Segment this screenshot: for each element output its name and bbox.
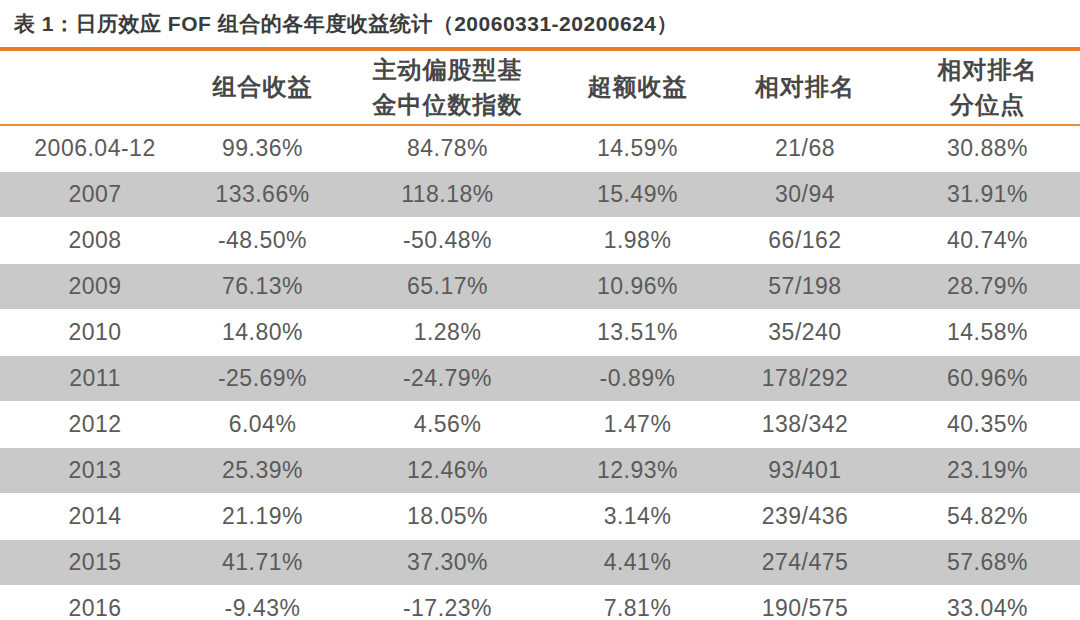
table-row: 2006.04-1299.36%84.78%14.59%21/6830.88%	[0, 125, 1080, 172]
header-row: 组合收益 主动偏股型基 金中位数指数 超额收益 相对排名 相对排名 分位点	[0, 51, 1080, 125]
value-cell: 25.39%	[190, 448, 335, 494]
value-cell: -0.89%	[560, 356, 715, 402]
value-cell: 12.93%	[560, 448, 715, 494]
year-cell: 2009	[0, 264, 190, 310]
value-cell: 14.80%	[190, 310, 335, 356]
table-row: 201014.80%1.28%13.51%35/24014.58%	[0, 310, 1080, 356]
value-cell: 1.28%	[335, 310, 560, 356]
value-cell: 4.41%	[560, 540, 715, 586]
table-body: 2006.04-1299.36%84.78%14.59%21/6830.88%2…	[0, 125, 1080, 620]
value-cell: 239/436	[715, 494, 895, 540]
value-cell: 40.35%	[895, 402, 1080, 448]
value-cell: 18.05%	[335, 494, 560, 540]
value-cell: 37.30%	[335, 540, 560, 586]
value-cell: -9.43%	[190, 586, 335, 620]
value-cell: 118.18%	[335, 172, 560, 218]
column-header-excess-return: 超额收益	[560, 51, 715, 125]
value-cell: 15.49%	[560, 172, 715, 218]
table-row: 2008-48.50%-50.48%1.98%66/16240.74%	[0, 218, 1080, 264]
year-cell: 2013	[0, 448, 190, 494]
table-row: 2007133.66%118.18%15.49%30/9431.91%	[0, 172, 1080, 218]
value-cell: 7.81%	[560, 586, 715, 620]
table-row: 201421.19%18.05%3.14%239/43654.82%	[0, 494, 1080, 540]
value-cell: 13.51%	[560, 310, 715, 356]
year-cell: 2015	[0, 540, 190, 586]
table-row: 20126.04%4.56%1.47%138/34240.35%	[0, 402, 1080, 448]
report-table-figure: 表 1：日历效应 FOF 组合的各年度收益统计（20060331-2020062…	[0, 0, 1080, 620]
year-cell: 2012	[0, 402, 190, 448]
value-cell: 4.56%	[335, 402, 560, 448]
value-cell: 1.47%	[560, 402, 715, 448]
year-cell: 2014	[0, 494, 190, 540]
value-cell: 84.78%	[335, 125, 560, 172]
value-cell: 30/94	[715, 172, 895, 218]
value-cell: 3.14%	[560, 494, 715, 540]
value-cell: 21.19%	[190, 494, 335, 540]
value-cell: 14.58%	[895, 310, 1080, 356]
table-row: 200976.13%65.17%10.96%57/19828.79%	[0, 264, 1080, 310]
value-cell: 33.04%	[895, 586, 1080, 620]
table-row: 2016-9.43%-17.23%7.81%190/57533.04%	[0, 586, 1080, 620]
year-cell: 2016	[0, 586, 190, 620]
year-cell: 2010	[0, 310, 190, 356]
value-cell: 31.91%	[895, 172, 1080, 218]
annual-returns-table: 组合收益 主动偏股型基 金中位数指数 超额收益 相对排名 相对排名 分位点 20…	[0, 51, 1080, 620]
table-title: 表 1：日历效应 FOF 组合的各年度收益统计（20060331-2020062…	[0, 0, 1080, 47]
column-header-relative-rank: 相对排名	[715, 51, 895, 125]
value-cell: 30.88%	[895, 125, 1080, 172]
value-cell: -48.50%	[190, 218, 335, 264]
value-cell: 57/198	[715, 264, 895, 310]
column-header-portfolio-return: 组合收益	[190, 51, 335, 125]
value-cell: 23.19%	[895, 448, 1080, 494]
value-cell: -24.79%	[335, 356, 560, 402]
year-cell: 2006.04-12	[0, 125, 190, 172]
table-row: 201325.39%12.46%12.93%93/40123.19%	[0, 448, 1080, 494]
value-cell: 21/68	[715, 125, 895, 172]
value-cell: 76.13%	[190, 264, 335, 310]
year-cell: 2007	[0, 172, 190, 218]
value-cell: 178/292	[715, 356, 895, 402]
value-cell: 99.36%	[190, 125, 335, 172]
value-cell: 6.04%	[190, 402, 335, 448]
value-cell: 12.46%	[335, 448, 560, 494]
value-cell: 190/575	[715, 586, 895, 620]
value-cell: 57.68%	[895, 540, 1080, 586]
value-cell: 274/475	[715, 540, 895, 586]
value-cell: 40.74%	[895, 218, 1080, 264]
table-header: 组合收益 主动偏股型基 金中位数指数 超额收益 相对排名 相对排名 分位点	[0, 51, 1080, 125]
value-cell: 14.59%	[560, 125, 715, 172]
column-header-median-index: 主动偏股型基 金中位数指数	[335, 51, 560, 125]
value-cell: -17.23%	[335, 586, 560, 620]
column-header-year	[0, 51, 190, 125]
value-cell: -25.69%	[190, 356, 335, 402]
value-cell: 66/162	[715, 218, 895, 264]
value-cell: 28.79%	[895, 264, 1080, 310]
year-cell: 2008	[0, 218, 190, 264]
year-cell: 2011	[0, 356, 190, 402]
value-cell: 35/240	[715, 310, 895, 356]
value-cell: 60.96%	[895, 356, 1080, 402]
value-cell: 1.98%	[560, 218, 715, 264]
table-row: 2011-25.69%-24.79%-0.89%178/29260.96%	[0, 356, 1080, 402]
column-header-rank-percentile: 相对排名 分位点	[895, 51, 1080, 125]
value-cell: 41.71%	[190, 540, 335, 586]
value-cell: 54.82%	[895, 494, 1080, 540]
table-row: 201541.71%37.30%4.41%274/47557.68%	[0, 540, 1080, 586]
value-cell: 93/401	[715, 448, 895, 494]
value-cell: 10.96%	[560, 264, 715, 310]
value-cell: 65.17%	[335, 264, 560, 310]
value-cell: 138/342	[715, 402, 895, 448]
value-cell: 133.66%	[190, 172, 335, 218]
value-cell: -50.48%	[335, 218, 560, 264]
